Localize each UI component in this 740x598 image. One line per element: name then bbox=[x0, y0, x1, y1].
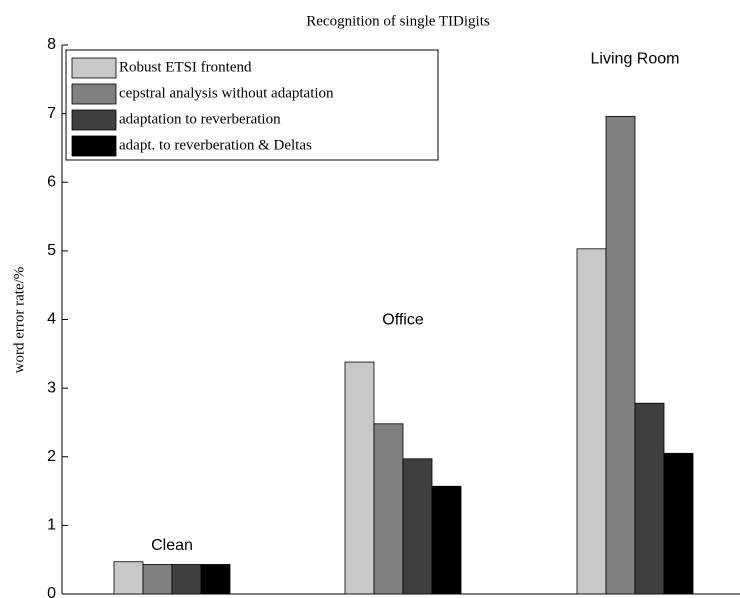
bar bbox=[113, 561, 144, 595]
bar bbox=[431, 485, 462, 595]
legend-swatch bbox=[71, 83, 117, 105]
bar bbox=[402, 458, 433, 595]
chart-title: Recognition of single TIDigits bbox=[306, 13, 490, 29]
y-tick-label: 8 bbox=[47, 36, 56, 53]
legend-box bbox=[65, 49, 439, 161]
category-label: Living Room bbox=[591, 51, 680, 68]
bar bbox=[171, 564, 202, 595]
category-label: Clean bbox=[151, 537, 193, 554]
y-tick-label: 2 bbox=[47, 448, 56, 465]
bar bbox=[344, 361, 375, 595]
legend-label: adaptation to reverberation bbox=[119, 111, 281, 127]
legend-label: adapt. to reverberation & Deltas bbox=[119, 137, 312, 153]
category-label: Office bbox=[382, 311, 424, 328]
legend-label: cepstral analysis without adaptation bbox=[119, 85, 334, 101]
y-tick-label: 7 bbox=[47, 105, 56, 122]
y-tick-label: 5 bbox=[47, 242, 56, 259]
bar bbox=[142, 564, 173, 595]
legend-swatch bbox=[71, 109, 117, 131]
y-tick-label: 4 bbox=[47, 311, 56, 328]
bar bbox=[200, 564, 231, 595]
y-tick-label: 0 bbox=[47, 585, 56, 598]
y-tick-label: 6 bbox=[47, 173, 56, 190]
legend-label: Robust ETSI frontend bbox=[119, 59, 252, 75]
bar bbox=[576, 248, 607, 595]
y-axis-label: word error rate/% bbox=[11, 267, 27, 374]
legend-swatch bbox=[71, 135, 117, 157]
bar bbox=[663, 452, 694, 595]
legend-swatch bbox=[71, 57, 117, 79]
bar bbox=[634, 402, 665, 595]
y-tick-label: 3 bbox=[47, 379, 56, 396]
y-tick-label: 1 bbox=[47, 517, 56, 534]
bar bbox=[605, 115, 636, 595]
bar bbox=[373, 423, 404, 595]
